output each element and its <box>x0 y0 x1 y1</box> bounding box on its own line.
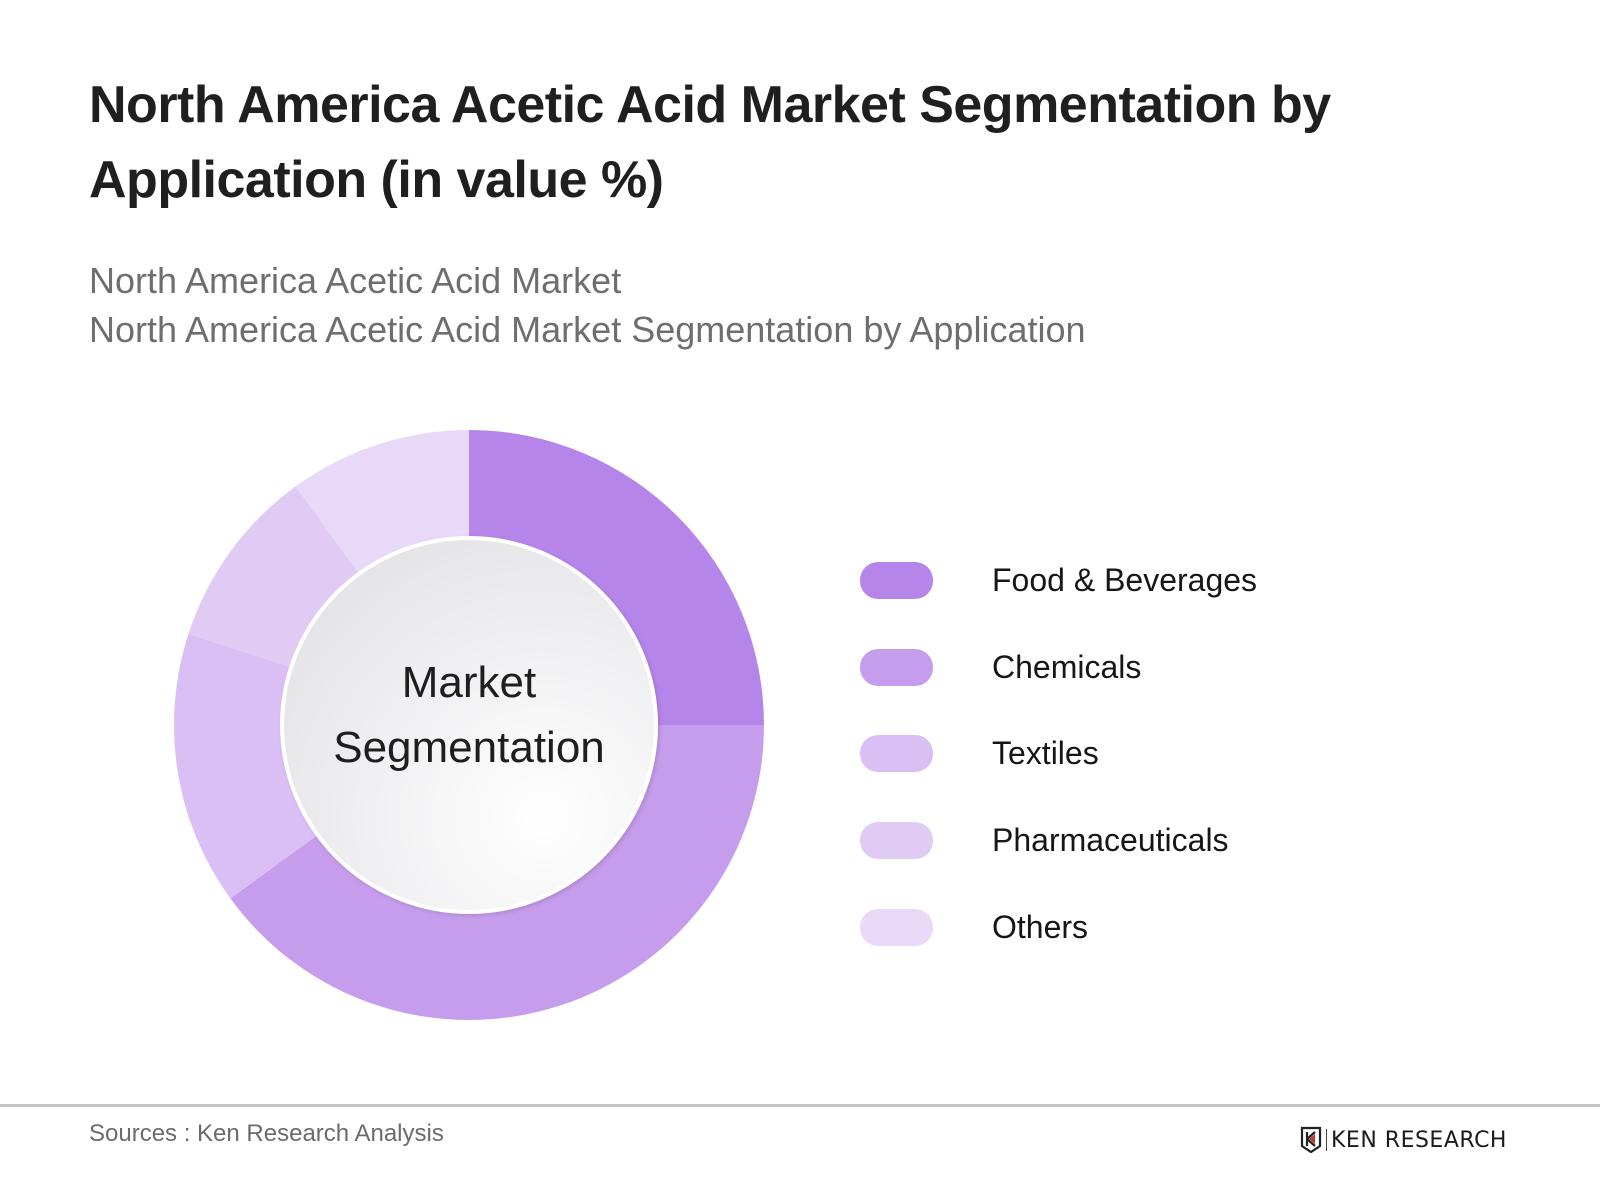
logo-separator <box>1326 1129 1327 1151</box>
donut-segment-pharmaceuticals <box>188 486 361 668</box>
legend-item-pharmaceuticals: Pharmaceuticals <box>860 822 1360 859</box>
donut-segment-food-beverages <box>469 430 764 725</box>
center-label: Market Segmentation <box>280 650 658 780</box>
center-label-line2: Segmentation <box>333 723 605 772</box>
legend-item-others: Others <box>860 909 1360 946</box>
legend-label: Chemicals <box>992 649 1142 685</box>
footer-divider <box>0 1104 1600 1107</box>
legend-swatch <box>860 735 933 772</box>
legend-item-textiles: Textiles <box>860 735 1360 772</box>
legend-label: Pharmaceuticals <box>992 822 1229 858</box>
donut-segment-chemicals <box>230 725 765 1020</box>
legend-label: Others <box>992 909 1089 945</box>
donut-hole <box>284 540 654 910</box>
legend-swatch <box>860 649 933 686</box>
ken-research-shield-logo-icon <box>1300 1126 1322 1154</box>
legend-item-food-beverages: Food & Beverages <box>860 562 1360 599</box>
legend-item-chemicals: Chemicals <box>860 649 1360 686</box>
chart-subtitle: North America Acetic Acid Market North A… <box>89 256 1086 354</box>
legend-swatch <box>860 562 933 599</box>
legend-label: Textiles <box>992 735 1099 771</box>
subtitle-line-segmentation: North America Acetic Acid Market Segment… <box>89 309 1086 350</box>
donut-segment-others <box>295 430 469 576</box>
chart-title: North America Acetic Acid Market Segment… <box>89 76 1331 209</box>
legend-label: Food & Beverages <box>992 562 1258 598</box>
legend-swatch <box>860 822 933 859</box>
donut-segments <box>173 430 765 1020</box>
legend-swatch <box>860 909 933 946</box>
subtitle-line-market: North America Acetic Acid Market <box>89 260 622 301</box>
logo-text: KEN RESEARCH <box>1331 1127 1507 1153</box>
center-label-line1: Market <box>401 658 537 707</box>
sources-note: Sources : Ken Research Analysis <box>89 1120 444 1147</box>
ken-research-logo: KEN RESEARCH <box>1300 1125 1507 1155</box>
